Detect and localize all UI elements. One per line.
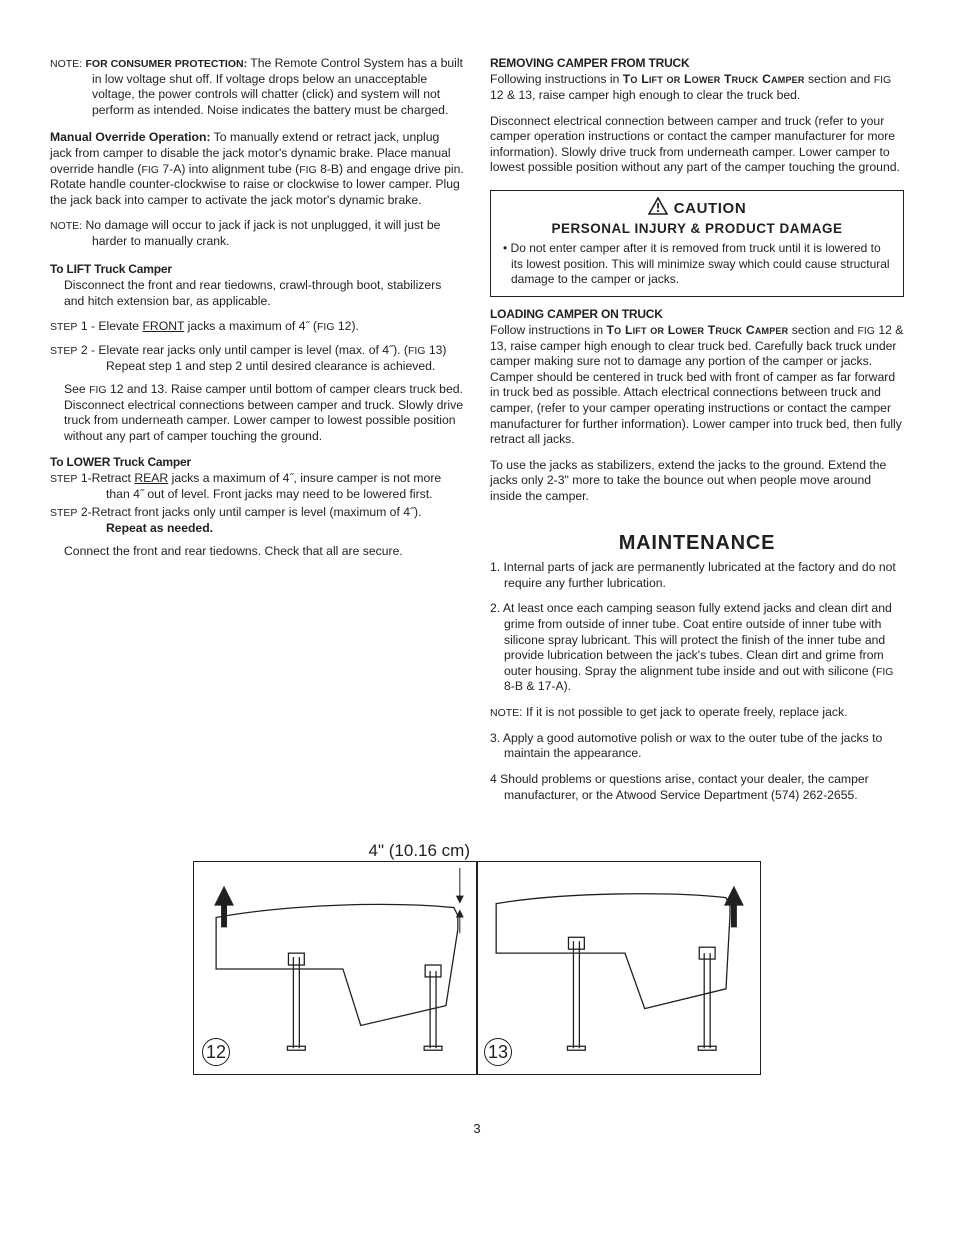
heading-removing: REMOVING CAMPER FROM TRUCK (490, 56, 904, 71)
figure-13: 13 (477, 861, 761, 1075)
load-para2: To use the jacks as stabilizers, extend … (490, 458, 904, 505)
note-consumer-protection: NOTE: FOR CONSUMER PROTECTION: The Remot… (50, 56, 464, 118)
two-column-layout: NOTE: FOR CONSUMER PROTECTION: The Remot… (50, 56, 904, 813)
note-label: NOTE: (50, 58, 82, 70)
remove-para2: Disconnect electrical connection between… (490, 114, 904, 176)
warning-icon (648, 197, 668, 220)
dimension-label: 4" (10.16 cm) (369, 840, 470, 862)
lower-outro: Connect the front and rear tiedowns. Che… (50, 544, 464, 560)
figure-number: 12 (202, 1038, 230, 1066)
left-column: NOTE: FOR CONSUMER PROTECTION: The Remot… (50, 56, 464, 813)
camper-diagram-13 (478, 862, 760, 1074)
lower-step-2: STEP 2-Retract front jacks only until ca… (50, 505, 464, 536)
manual-override-para: Manual Override Operation: To manually e… (50, 130, 464, 208)
caution-subtitle: PERSONAL INJURY & PRODUCT DAMAGE (501, 220, 893, 237)
caution-body: • Do not enter camper after it is remove… (501, 241, 893, 287)
heading-maintenance: MAINTENANCE (490, 531, 904, 557)
maint-3: 3. Apply a good automotive polish or wax… (490, 731, 904, 762)
step-2: STEP 2 - Elevate rear jacks only until c… (50, 343, 464, 374)
figure-12: 4" (10.16 cm) 12 (193, 861, 477, 1075)
maint-1: 1. Internal parts of jack are permanentl… (490, 560, 904, 591)
note-bold: FOR CONSUMER PROTECTION: (85, 58, 247, 70)
remove-para1: Following instructions in To Lift or Low… (490, 72, 904, 103)
page-number: 3 (50, 1121, 904, 1138)
note-no-damage: NOTE: No damage will occur to jack if ja… (50, 218, 464, 249)
note-label: NOTE: (50, 220, 82, 232)
note-body: No damage will occur to jack if jack is … (82, 218, 440, 248)
heading-lift: To LIFT Truck Camper (50, 262, 464, 277)
right-column: REMOVING CAMPER FROM TRUCK Following ins… (490, 56, 904, 813)
load-para1: Follow instructions in To Lift or Lower … (490, 323, 904, 448)
caution-box: CAUTION PERSONAL INJURY & PRODUCT DAMAGE… (490, 190, 904, 297)
maint-note: NOTE: If it is not possible to get jack … (490, 705, 904, 721)
camper-diagram-12 (194, 862, 476, 1074)
step-1: STEP 1 - Elevate FRONT jacks a maximum o… (50, 319, 464, 335)
figures-row: 4" (10.16 cm) 12 (50, 861, 904, 1075)
figure-number: 13 (484, 1038, 512, 1066)
maint-4: 4 Should problems or questions arise, co… (490, 772, 904, 803)
manual-label: Manual Override Operation: (50, 130, 211, 144)
lift-intro: Disconnect the front and rear tiedowns, … (50, 278, 464, 309)
caution-title: CAUTION (501, 197, 893, 220)
heading-loading: LOADING CAMPER ON TRUCK (490, 307, 904, 322)
heading-lower: To LOWER Truck Camper (50, 455, 464, 470)
maint-2: 2. At least once each camping season ful… (490, 601, 904, 695)
lift-para: See FIG 12 and 13. Raise camper until bo… (50, 382, 464, 444)
lower-step-1: STEP 1-Retract REAR jacks a maximum of 4… (50, 471, 464, 502)
